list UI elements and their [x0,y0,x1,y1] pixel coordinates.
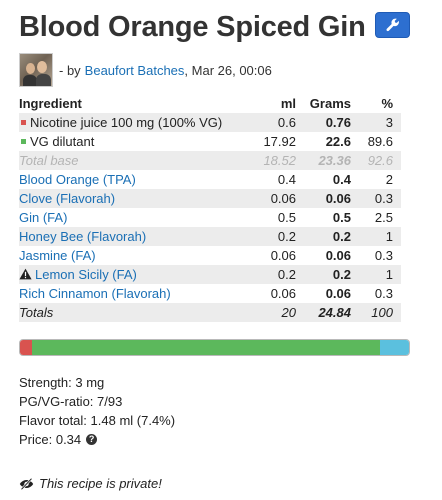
table-header-row: Ingredient ml Grams % [19,94,401,113]
recipe-stats: Strength: 3 mg PG/VG-ratio: 7/93 Flavor … [19,373,175,449]
table-row: Rich Cinnamon (Flavorah) 0.06 0.06 0.3 [19,284,401,303]
grams-value: 0.76 [304,113,359,132]
price-line: Price: 0.34 ? [19,430,175,449]
nicotine-marker-icon [21,120,26,126]
percent-value: 2 [385,172,393,187]
composition-bar [19,339,410,356]
percent-value: 3 [359,113,401,132]
grams-value: 0.2 [304,265,359,284]
table-row: Gin (FA) 0.5 0.5 2.5 [19,208,401,227]
private-notice: This recipe is private! [19,476,162,491]
table-row: Nicotine juice 100 mg (100% VG) 0.6 0.76… [19,113,401,132]
flavor-segment [380,340,409,355]
flavor-link[interactable]: Clove (Flavorah) [19,191,116,206]
percent-value: 100 [359,303,401,322]
total-base-row: Total base 18.52 23.36 92.6 [19,151,401,170]
grams-value: 0.06 [325,286,351,301]
author-link[interactable]: Beaufort Batches [84,62,185,78]
recipe-date: , Mar 26, 00:06 [184,62,272,78]
header-grams: Grams [309,96,351,111]
percent-value: 89.6 [367,134,393,149]
grams-value: 0.06 [325,248,351,263]
strength-text: Strength: 3 mg [19,375,105,390]
price-text: Price: 0.34 [19,432,82,447]
ml-value: 0.06 [270,248,296,263]
author-line: - by Beaufort Batches , Mar 26, 00:06 [19,53,272,87]
totals-label: Totals [19,303,254,322]
table-row: Lemon Sicily (FA) 0.2 0.2 1 [19,265,401,284]
table-row: Clove (Flavorah) 0.06 0.06 0.3 [19,189,401,208]
grams-value: 24.84 [304,303,359,322]
flavor-link[interactable]: Blood Orange (TPA) [19,172,136,187]
vg-segment [31,340,381,355]
ml-value: 17.92 [263,134,296,149]
flavor-link[interactable]: Gin (FA) [19,210,68,225]
header-ml: ml [280,96,296,111]
percent-value: 2.5 [374,210,393,225]
ml-value: 20 [254,303,304,322]
percent-value: 1 [359,227,401,246]
ml-value: 0.06 [270,286,296,301]
question-circle-icon[interactable]: ? [86,434,98,445]
header-ingredient: Ingredient [19,96,82,111]
recipe-title: Blood Orange Spiced Gin [19,11,366,43]
percent-value: 1 [359,265,401,284]
ingredient-name: Nicotine juice 100 mg (100% VG) [30,115,223,130]
grams-value: 23.36 [304,151,359,170]
edit-recipe-button[interactable] [375,12,410,38]
grams-value: 0.2 [304,227,359,246]
table-row: Jasmine (FA) 0.06 0.06 0.3 [19,246,401,265]
grams-value: 22.6 [325,134,351,149]
ml-value: 18.52 [254,151,304,170]
wrench-icon [385,18,399,32]
total-base-label: Total base [19,151,254,170]
author-avatar[interactable] [19,53,53,87]
ml-value: 0.2 [254,227,304,246]
ml-value: 0.2 [254,265,304,284]
grams-value: 0.4 [332,172,351,187]
ml-value: 0.06 [254,189,304,208]
flavor-link[interactable]: Jasmine (FA) [19,248,96,263]
private-text: This recipe is private! [39,476,162,491]
nicotine-segment [20,340,32,355]
table-row: Honey Bee (Flavorah) 0.2 0.2 1 [19,227,401,246]
flavor-link[interactable]: Rich Cinnamon (Flavorah) [19,286,171,301]
flavor-total-text: Flavor total: 1.48 ml (7.4%) [19,413,176,428]
table-row: VG dilutant 17.92 22.6 89.6 [19,132,401,151]
table-row: Blood Orange (TPA) 0.4 0.4 2 [19,170,401,189]
ml-value: 0.4 [277,172,296,187]
pgvg-ratio-text: PG/VG-ratio: 7/93 [19,394,123,409]
percent-value: 0.3 [374,248,393,263]
flavor-link[interactable]: Honey Bee (Flavorah) [19,229,147,244]
ingredient-name: VG dilutant [30,134,95,149]
percent-value: 92.6 [359,151,401,170]
warning-icon[interactable] [19,268,32,280]
flavor-link[interactable]: Lemon Sicily (FA) [35,267,137,282]
header-percent: % [381,96,393,111]
totals-row: Totals 20 24.84 100 [19,303,401,322]
percent-value: 0.3 [374,286,393,301]
percent-value: 0.3 [359,189,401,208]
grams-value: 0.5 [332,210,351,225]
ml-value: 0.5 [277,210,296,225]
author-prefix: - by [59,62,81,78]
grams-value: 0.06 [304,189,359,208]
ingredients-table: Ingredient ml Grams % Nicotine juice 100… [19,94,401,322]
vg-marker-icon [21,139,26,145]
ml-value: 0.6 [254,113,304,132]
eye-slash-icon [19,477,34,490]
